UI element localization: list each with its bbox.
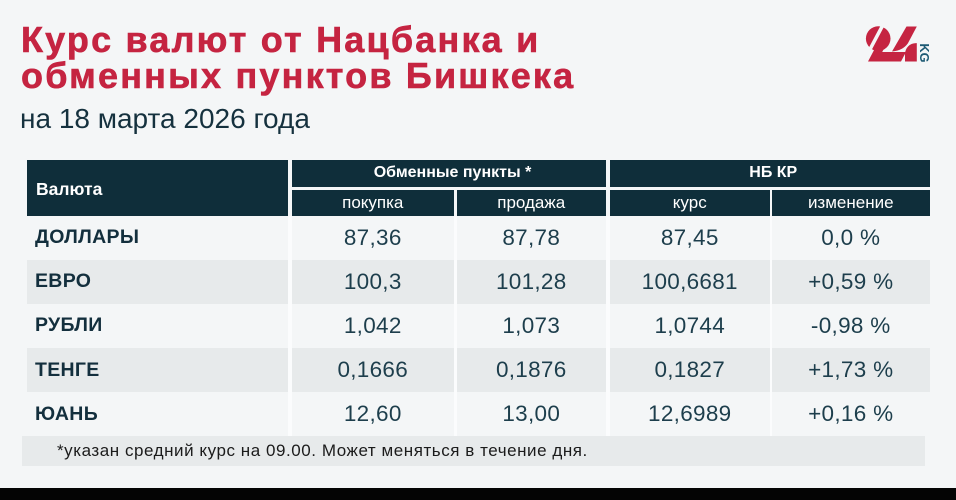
svg-text:KG: KG bbox=[917, 43, 930, 62]
